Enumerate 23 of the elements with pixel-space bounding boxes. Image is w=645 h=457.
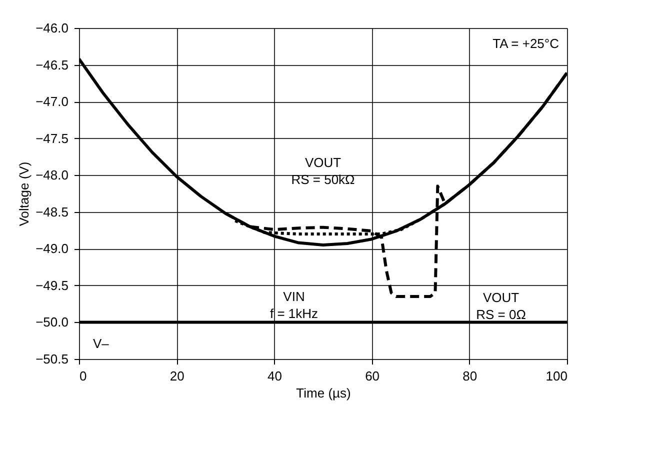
x-tick-label: 80 [462, 368, 478, 384]
x-tick-label: 60 [365, 368, 380, 384]
y-tick-label: −49.0 [36, 241, 68, 256]
y-tick-label: −50.0 [36, 314, 68, 330]
y-tick-label: −49.5 [36, 278, 68, 293]
y-tick-label: −46.0 [36, 20, 68, 36]
y-tick-label: −50.5 [36, 352, 68, 366]
x-tick-label: 0 [80, 368, 87, 384]
y-axis-title: Voltage (V) [16, 162, 32, 226]
y-tick-label: −48.5 [36, 204, 68, 220]
x-tick-label: 100 [546, 368, 568, 384]
x-axis-title: Time (µs) [296, 386, 351, 400]
annotation: VOUT RS = 50kΩ [291, 155, 356, 187]
x-tick-label: 20 [170, 368, 184, 384]
ref-line-label: V– [93, 336, 110, 352]
y-tick-label: −46.5 [36, 57, 68, 72]
y-tick-label: −47.0 [36, 94, 68, 110]
annotation: VIN f = 1kHz [270, 289, 318, 321]
y-tick-label: −48.0 [36, 168, 68, 183]
annotation: TA = +25°C [492, 36, 559, 51]
x-tick-label: 40 [267, 368, 282, 384]
annotation: VOUT RS = 0Ω [476, 290, 526, 322]
y-tick-label: −47.5 [36, 130, 68, 146]
